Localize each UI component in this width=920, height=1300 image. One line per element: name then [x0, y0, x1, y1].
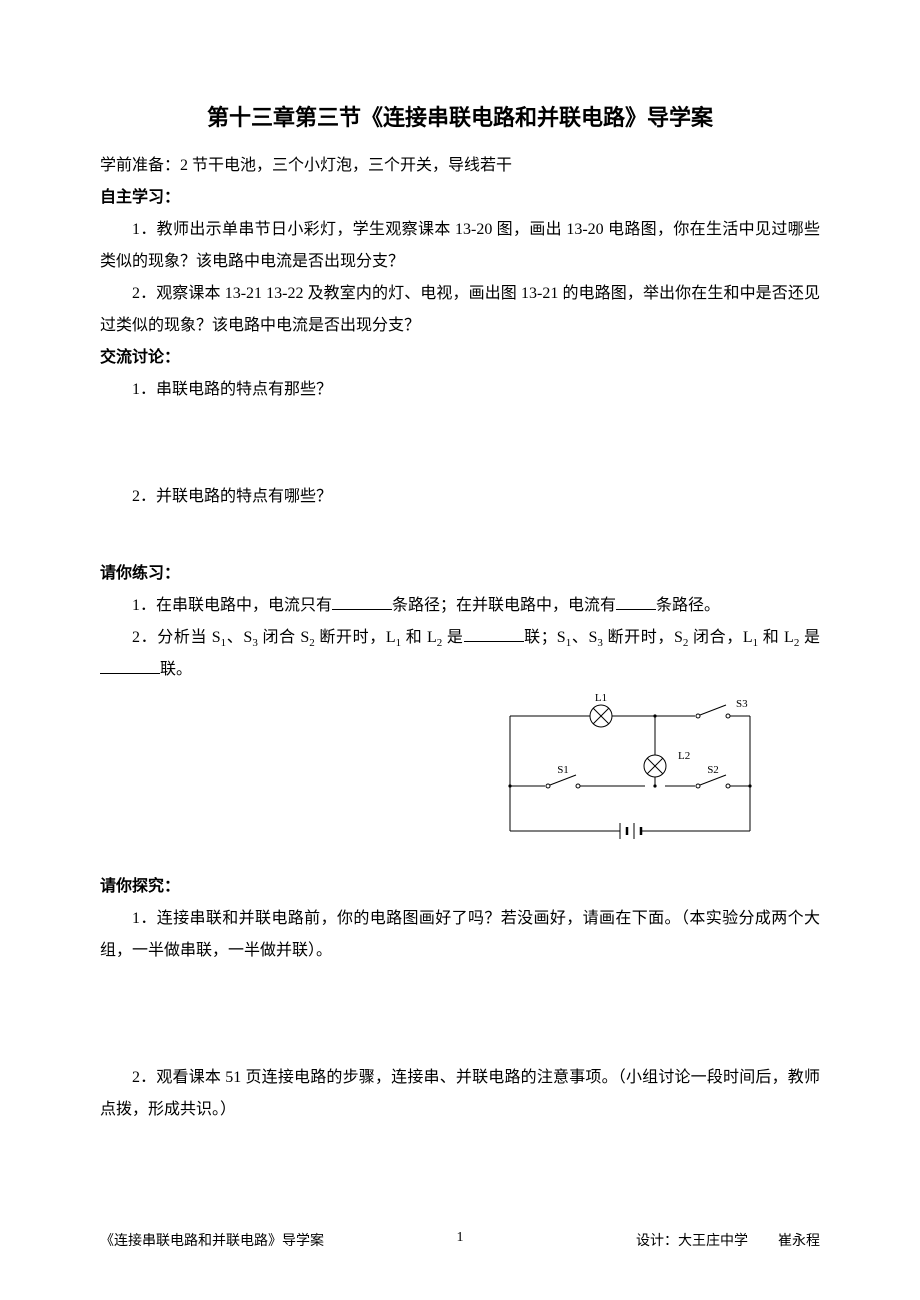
self-study-heading: 自主学习： — [100, 182, 820, 214]
blank-1 — [332, 594, 392, 610]
practice-item-2-line-1: 2．分析当 S1、S3 闭合 S2 断开时，L1 和 L2 是联；S1、S3 断… — [100, 622, 820, 686]
page-footer: 《连接串联电路和并联电路》导学案 1 设计：大王庄中学崔永程 — [100, 1230, 820, 1250]
circuit-label-s3: S3 — [736, 698, 748, 710]
explore-item-1: 1．连接串联和并联电路前，你的电路图画好了吗？若没画好，请画在下面。（本实验分成… — [100, 903, 820, 967]
self-study-item-1: 1．教师出示单串节日小彩灯，学生观察课本 13-20 图，画出 13-20 电路… — [100, 214, 820, 278]
circuit-label-s2: S2 — [707, 764, 719, 776]
practice-1-suffix: 条路径。 — [656, 597, 720, 614]
practice-heading: 请你练习： — [100, 558, 820, 590]
practice-1-mid: 条路径；在并联电路中，电流有 — [392, 597, 616, 614]
blank-2 — [616, 594, 656, 610]
discussion-heading: 交流讨论： — [100, 342, 820, 374]
circuit-label-l2: L2 — [678, 750, 690, 762]
explore-item-2: 2．观看课本 51 页连接电路的步骤，连接串、并联电路的注意事项。（小组讨论一段… — [100, 1062, 820, 1126]
discussion-item-1: 1．串联电路的特点有那些？ — [100, 374, 820, 406]
footer-page-number: 1 — [437, 1230, 484, 1250]
blank-3 — [464, 626, 524, 642]
blank-4 — [100, 658, 160, 674]
prep-text: 2 节干电池，三个小灯泡，三个开关，导线若干 — [180, 157, 512, 174]
practice-1-prefix: 1．在串联电路中，电流只有 — [132, 597, 332, 614]
practice-item-1: 1．在串联电路中，电流只有 条路径；在并联电路中，电流有 条路径。 — [100, 590, 820, 622]
circuit-diagram-container: L1 S3 S1 S2 L2 — [100, 691, 760, 851]
self-study-item-2: 2．观察课本 13-21 13-22 及教室内的灯、电视，画出图 13-21 的… — [100, 278, 820, 342]
footer-right: 设计：大王庄中学崔永程 — [484, 1230, 821, 1250]
prep-label: 学前准备： — [100, 157, 180, 174]
discussion-item-2: 2．并联电路的特点有哪些？ — [100, 481, 820, 513]
circuit-label-s1: S1 — [557, 764, 569, 776]
explore-heading: 请你探究： — [100, 871, 820, 903]
circuit-label-l1: L1 — [595, 692, 607, 704]
footer-left: 《连接串联电路和并联电路》导学案 — [100, 1230, 437, 1250]
page-title: 第十三章第三节《连接串联电路和并联电路》导学案 — [100, 100, 820, 132]
prep-line: 学前准备：2 节干电池，三个小灯泡，三个开关，导线若干 — [100, 150, 820, 182]
circuit-diagram: L1 S3 S1 S2 L2 — [500, 691, 760, 846]
